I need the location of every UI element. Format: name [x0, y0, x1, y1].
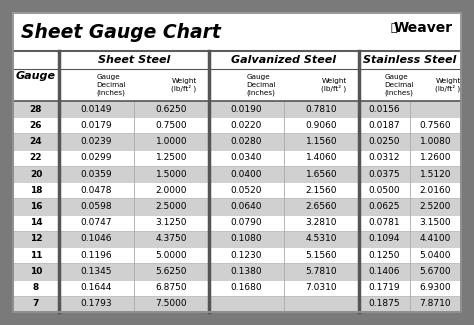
Text: 0.0299: 0.0299 — [81, 153, 112, 162]
Text: 0.0781: 0.0781 — [369, 218, 401, 227]
Text: Galvanized Steel: Galvanized Steel — [231, 55, 337, 65]
Text: 5.0400: 5.0400 — [420, 251, 451, 260]
Text: 3.1250: 3.1250 — [156, 218, 187, 227]
Bar — [13, 150, 461, 166]
Text: 1.2500: 1.2500 — [156, 153, 187, 162]
Text: 26: 26 — [30, 121, 42, 130]
Text: 2.5200: 2.5200 — [420, 202, 451, 211]
Text: Weight
(lb/ft² ): Weight (lb/ft² ) — [436, 77, 461, 93]
Text: 10: 10 — [30, 267, 42, 276]
Text: 🚛: 🚛 — [391, 23, 398, 33]
Text: 3.2810: 3.2810 — [306, 218, 337, 227]
Text: Gauge
Decimal
(inches): Gauge Decimal (inches) — [384, 74, 414, 96]
Text: 4.5310: 4.5310 — [306, 234, 337, 243]
Bar — [360, 52, 460, 69]
Text: 2.5000: 2.5000 — [156, 202, 187, 211]
Text: 20: 20 — [30, 170, 42, 178]
Text: 2.0000: 2.0000 — [156, 186, 187, 195]
Text: Weaver: Weaver — [394, 21, 453, 35]
Text: 5.0000: 5.0000 — [155, 251, 187, 260]
Text: 7.8710: 7.8710 — [419, 299, 451, 308]
Text: 28: 28 — [30, 105, 42, 114]
Text: Gauge
Decimal
(inches): Gauge Decimal (inches) — [97, 74, 126, 96]
Text: 0.1196: 0.1196 — [81, 251, 112, 260]
Bar — [13, 214, 461, 231]
Text: 0.1406: 0.1406 — [369, 267, 400, 276]
Bar — [13, 101, 461, 117]
Bar — [13, 263, 461, 280]
Text: 0.0520: 0.0520 — [231, 186, 262, 195]
Bar — [13, 247, 461, 263]
Text: 0.0190: 0.0190 — [231, 105, 262, 114]
Text: 22: 22 — [30, 153, 42, 162]
Text: 1.0000: 1.0000 — [155, 137, 187, 146]
Text: 1.5000: 1.5000 — [155, 170, 187, 178]
Text: Weight
(lb/ft² ): Weight (lb/ft² ) — [172, 77, 197, 93]
Text: 0.7810: 0.7810 — [306, 105, 337, 114]
Bar — [210, 52, 358, 69]
Bar — [13, 198, 461, 214]
Text: 0.1250: 0.1250 — [369, 251, 400, 260]
Text: 1.1560: 1.1560 — [306, 137, 337, 146]
Text: 0.1230: 0.1230 — [231, 251, 262, 260]
Text: 5.1560: 5.1560 — [306, 251, 337, 260]
Text: 0.1080: 0.1080 — [231, 234, 262, 243]
Bar — [13, 134, 461, 150]
Bar — [13, 166, 461, 182]
Text: 0.0220: 0.0220 — [231, 121, 262, 130]
Text: 1.5120: 1.5120 — [420, 170, 451, 178]
Text: Sheet Gauge Chart: Sheet Gauge Chart — [21, 22, 221, 42]
Text: 0.0179: 0.0179 — [81, 121, 112, 130]
Text: 14: 14 — [30, 218, 42, 227]
Text: 1.0080: 1.0080 — [419, 137, 451, 146]
Bar — [13, 296, 461, 312]
Text: 1.2600: 1.2600 — [420, 153, 451, 162]
Bar — [13, 117, 461, 134]
Text: 24: 24 — [30, 137, 42, 146]
Text: 0.1719: 0.1719 — [369, 283, 401, 292]
Text: 7.5000: 7.5000 — [155, 299, 187, 308]
Text: Gauge: Gauge — [16, 71, 56, 81]
Text: 0.0156: 0.0156 — [369, 105, 401, 114]
Text: 0.1094: 0.1094 — [369, 234, 400, 243]
Text: 0.0312: 0.0312 — [369, 153, 400, 162]
Text: 5.7810: 5.7810 — [306, 267, 337, 276]
Text: 0.1046: 0.1046 — [81, 234, 112, 243]
Bar — [13, 280, 461, 296]
Text: Sheet Steel: Sheet Steel — [98, 55, 170, 65]
Text: 0.6250: 0.6250 — [156, 105, 187, 114]
Text: Gauge
Decimal
(inches): Gauge Decimal (inches) — [246, 74, 276, 96]
Text: 0.0340: 0.0340 — [231, 153, 262, 162]
Text: 0.0149: 0.0149 — [81, 105, 112, 114]
Text: 11: 11 — [30, 251, 42, 260]
Text: 0.0359: 0.0359 — [81, 170, 112, 178]
Bar — [13, 182, 461, 198]
Text: 0.0400: 0.0400 — [231, 170, 262, 178]
Text: 0.0478: 0.0478 — [81, 186, 112, 195]
Text: 0.0598: 0.0598 — [81, 202, 112, 211]
Text: 0.1644: 0.1644 — [81, 283, 112, 292]
Text: Stainless Steel: Stainless Steel — [363, 55, 456, 65]
Text: 0.9060: 0.9060 — [306, 121, 337, 130]
Text: 0.1680: 0.1680 — [231, 283, 262, 292]
Text: 0.7560: 0.7560 — [419, 121, 451, 130]
Text: 0.7500: 0.7500 — [155, 121, 187, 130]
Text: 0.0640: 0.0640 — [231, 202, 262, 211]
Text: 2.1560: 2.1560 — [306, 186, 337, 195]
Text: 0.0250: 0.0250 — [369, 137, 400, 146]
Text: 18: 18 — [30, 186, 42, 195]
Text: 0.1793: 0.1793 — [81, 299, 112, 308]
Bar — [13, 51, 461, 101]
Text: 1.4060: 1.4060 — [306, 153, 337, 162]
Text: 2.0160: 2.0160 — [420, 186, 451, 195]
Text: 12: 12 — [30, 234, 42, 243]
Text: 0.0790: 0.0790 — [231, 218, 262, 227]
Text: 6.9300: 6.9300 — [419, 283, 451, 292]
Text: 8: 8 — [33, 283, 39, 292]
Text: 6.8750: 6.8750 — [155, 283, 187, 292]
Text: 0.0375: 0.0375 — [369, 170, 401, 178]
Text: 0.0280: 0.0280 — [231, 137, 262, 146]
Text: 4.3750: 4.3750 — [156, 234, 187, 243]
Text: 4.4100: 4.4100 — [420, 234, 451, 243]
